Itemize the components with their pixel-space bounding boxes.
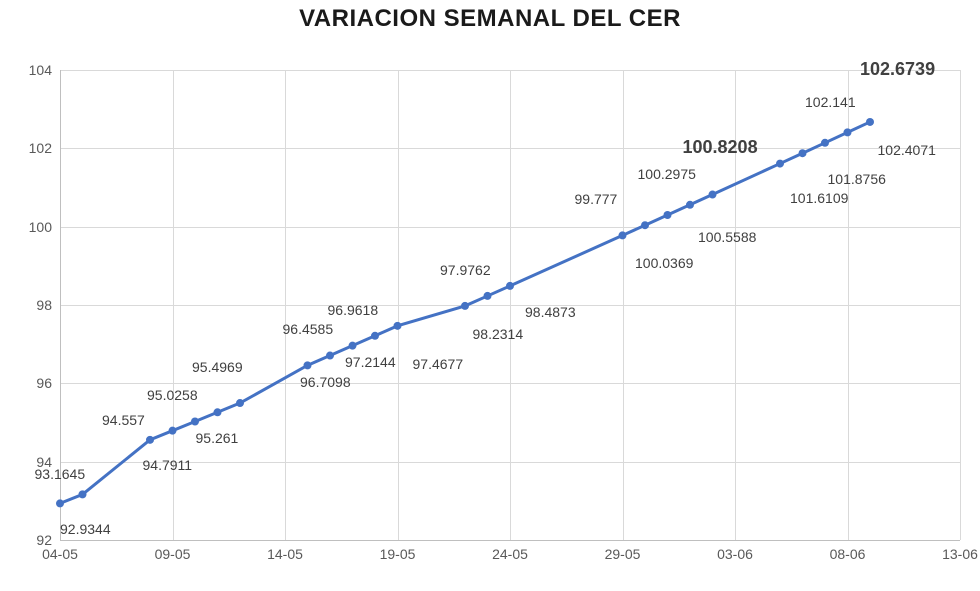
data-marker [169, 427, 177, 435]
data-label: 98.4873 [525, 304, 576, 320]
line-layer [60, 70, 960, 540]
x-tick-label: 03-06 [710, 546, 760, 562]
data-marker [191, 417, 199, 425]
chart-title: VARIACION SEMANAL DEL CER [0, 5, 980, 33]
x-tick-label: 13-06 [935, 546, 980, 562]
data-label: 100.0369 [635, 255, 693, 271]
x-tick-label: 24-05 [485, 546, 535, 562]
data-label: 96.7098 [300, 374, 351, 390]
y-tick-label: 104 [22, 62, 52, 78]
data-marker [304, 361, 312, 369]
y-tick-label: 102 [22, 140, 52, 156]
data-marker [799, 149, 807, 157]
data-label: 95.0258 [147, 387, 198, 403]
gridline-v [960, 70, 961, 540]
data-marker [349, 342, 357, 350]
data-label: 96.9618 [328, 302, 379, 318]
data-label: 97.4677 [413, 356, 464, 372]
data-marker [236, 399, 244, 407]
data-label: 94.7911 [143, 457, 193, 473]
data-marker [641, 221, 649, 229]
y-tick-label: 98 [22, 297, 52, 313]
data-label: 102.141 [805, 94, 856, 110]
data-marker [146, 436, 154, 444]
data-marker [686, 201, 694, 209]
data-marker [821, 139, 829, 147]
plot-area: 9294969810010210404-0509-0514-0519-0524-… [60, 70, 960, 540]
data-label: 101.8756 [828, 171, 886, 187]
data-marker [484, 292, 492, 300]
x-tick-label: 19-05 [373, 546, 423, 562]
data-label: 102.4071 [878, 142, 936, 158]
data-label: 99.777 [575, 191, 618, 207]
data-label: 97.2144 [345, 354, 396, 370]
data-marker [394, 322, 402, 330]
data-marker [844, 128, 852, 136]
data-label: 102.6739 [860, 59, 935, 80]
data-label: 92.9344 [60, 521, 111, 537]
x-tick-label: 29-05 [598, 546, 648, 562]
data-marker [461, 302, 469, 310]
y-tick-label: 100 [22, 219, 52, 235]
x-tick-label: 09-05 [148, 546, 198, 562]
data-marker [709, 191, 717, 199]
data-marker [56, 499, 64, 507]
data-marker [506, 282, 514, 290]
data-label: 101.6109 [790, 190, 848, 206]
data-marker [326, 352, 334, 360]
data-label: 98.2314 [473, 326, 524, 342]
data-marker [866, 118, 874, 126]
data-label: 100.5588 [698, 229, 756, 245]
data-marker [619, 231, 627, 239]
data-label: 100.2975 [638, 166, 696, 182]
data-label: 97.9762 [440, 262, 491, 278]
data-label: 95.4969 [192, 359, 243, 375]
series-line [60, 122, 870, 503]
data-label: 100.8208 [683, 137, 758, 158]
data-marker [371, 332, 379, 340]
data-marker [214, 408, 222, 416]
y-tick-label: 96 [22, 375, 52, 391]
x-tick-label: 04-05 [35, 546, 85, 562]
x-tick-label: 14-05 [260, 546, 310, 562]
data-marker [776, 160, 784, 168]
data-label: 95.261 [196, 430, 239, 446]
data-marker [664, 211, 672, 219]
axis-border [60, 540, 960, 541]
data-marker [79, 490, 87, 498]
data-label: 93.1645 [35, 466, 86, 482]
data-label: 94.557 [102, 412, 145, 428]
x-tick-label: 08-06 [823, 546, 873, 562]
cer-weekly-chart: VARIACION SEMANAL DEL CER 92949698100102… [0, 0, 980, 591]
data-label: 96.4585 [283, 321, 334, 337]
